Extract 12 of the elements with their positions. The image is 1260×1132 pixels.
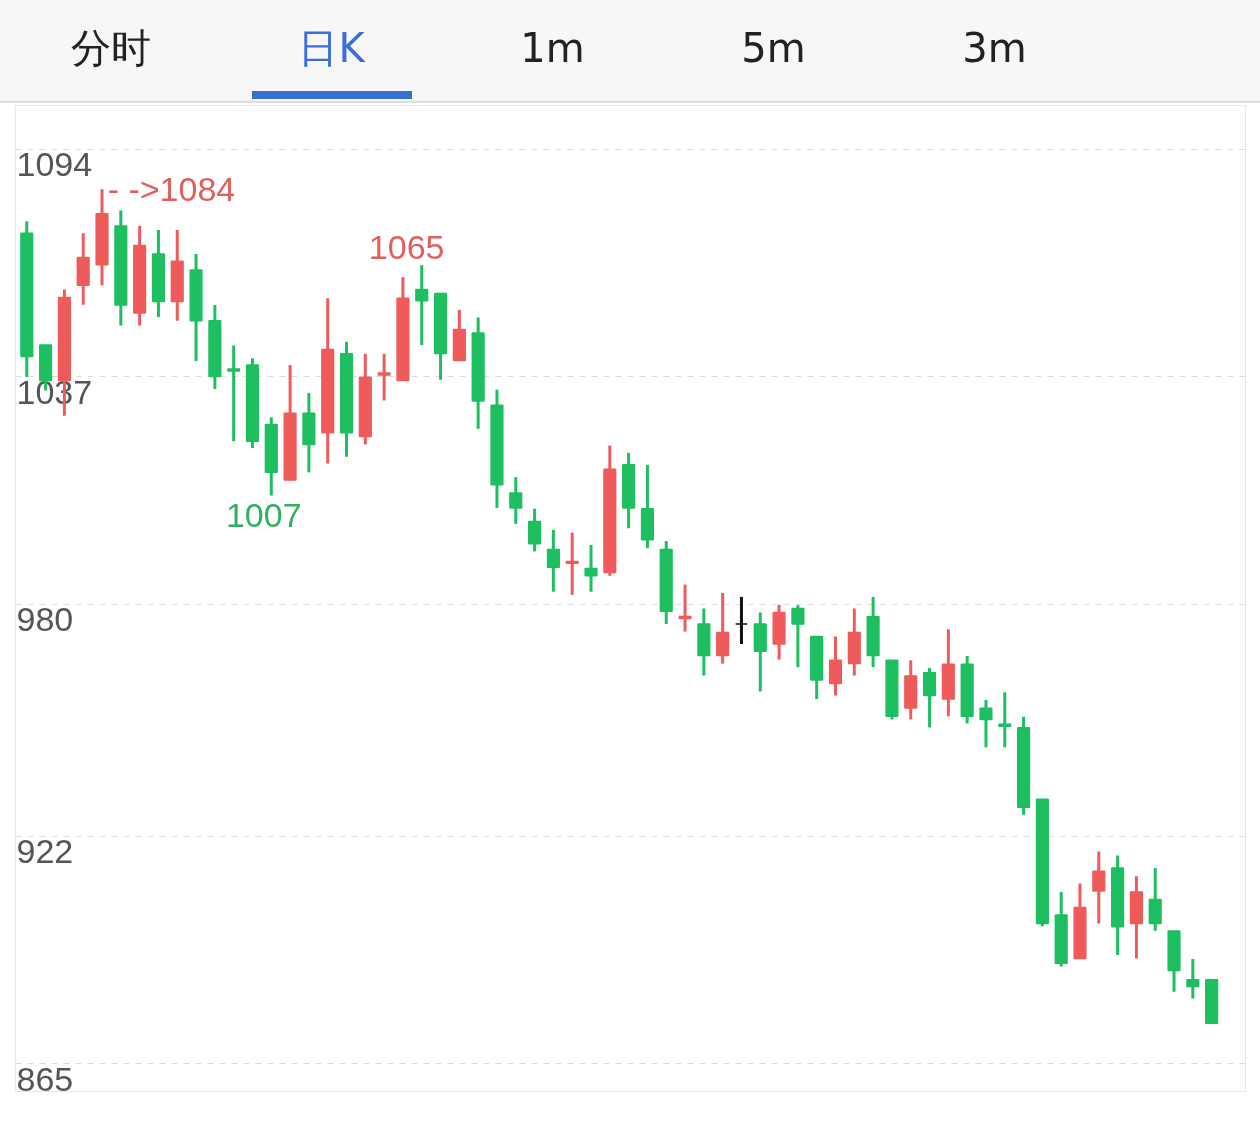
text: 分时 [69, 24, 152, 73]
text: 3m [961, 24, 1028, 73]
y-tick-label: 922 [16, 832, 74, 871]
y-tick-label: 980 [16, 600, 74, 639]
y-tick-label: 865 [16, 1059, 74, 1098]
text: 日K [251, 20, 412, 100]
text: 5m [740, 24, 807, 73]
annotation: 1065 [368, 228, 445, 267]
text: 1m [519, 24, 586, 73]
annotation: 1007 [225, 495, 302, 534]
annotation: - ->1084 [107, 170, 236, 209]
y-tick-label: 1094 [16, 145, 93, 184]
